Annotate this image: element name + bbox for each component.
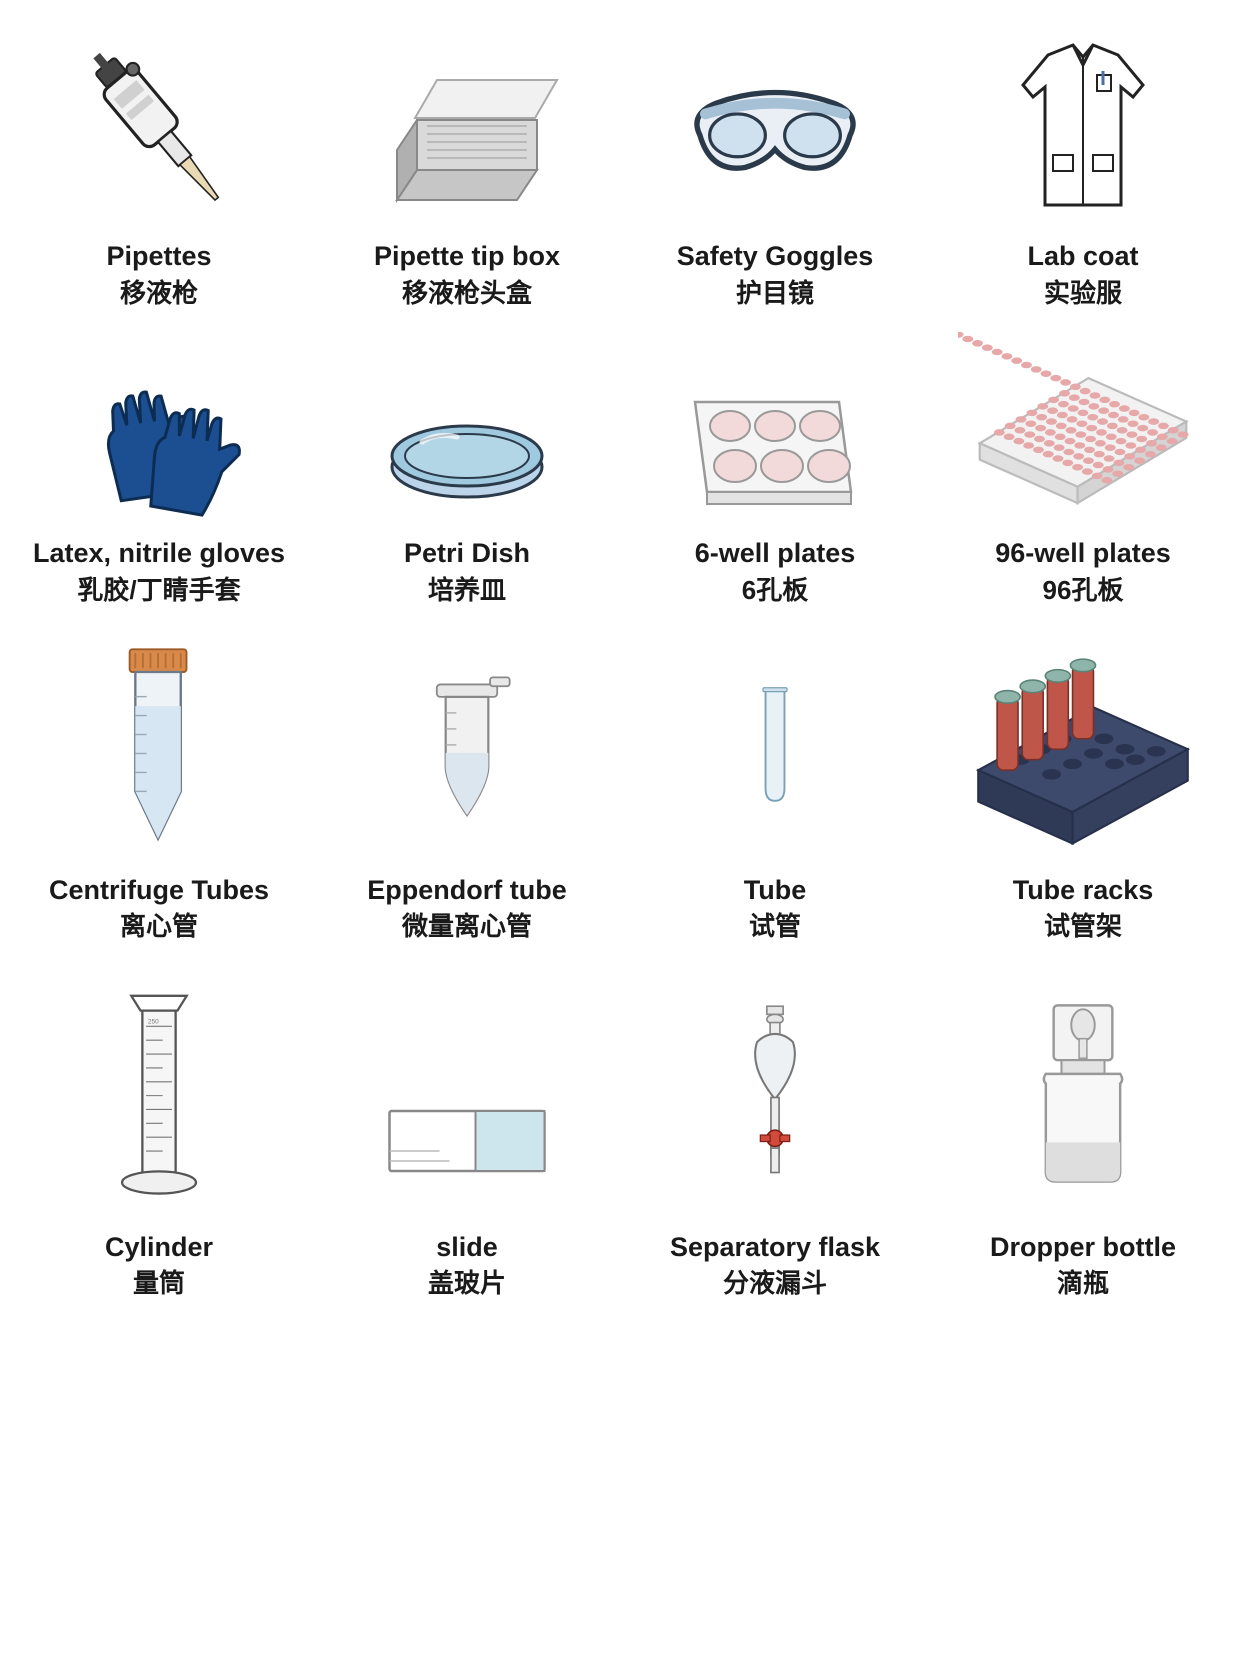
label-zh: 护目镜 — [736, 276, 814, 311]
centrifuge-tube-icon — [69, 624, 249, 864]
item-petri-dish: Petri Dish 培养皿 — [318, 367, 616, 608]
label-zh: 分液漏斗 — [723, 1266, 827, 1301]
item-ninetysix-well: 96-well plates 96孔板 — [934, 327, 1232, 608]
cylinder-icon — [74, 961, 244, 1221]
tip-box-icon — [367, 30, 567, 230]
label-zh: 滴瓶 — [1057, 1266, 1109, 1301]
label-zh: 试管架 — [1044, 909, 1122, 944]
item-pipette-tip-box: Pipette tip box 移液枪头盒 — [318, 30, 616, 311]
label-en: Tube racks — [1013, 874, 1154, 908]
label-zh: 量筒 — [133, 1266, 185, 1301]
item-gloves: Latex, nitrile gloves 乳胶/丁睛手套 — [10, 367, 308, 608]
item-centrifuge-tube: Centrifuge Tubes 离心管 — [10, 624, 308, 945]
label-zh: 96孔板 — [1043, 573, 1124, 608]
label-en: Tube — [744, 874, 807, 908]
label-en: Pipette tip box — [374, 240, 560, 274]
label-en: Cylinder — [105, 1231, 213, 1265]
label-zh: 移液枪 — [120, 276, 198, 311]
dropper-bottle-icon — [993, 961, 1173, 1221]
label-en: Dropper bottle — [990, 1231, 1176, 1265]
label-en: Safety Goggles — [677, 240, 874, 274]
label-zh: 实验服 — [1044, 276, 1122, 311]
test-tube-icon — [715, 624, 835, 864]
six-well-icon — [670, 357, 880, 527]
lab-equipment-grid: Pipettes 移液枪 Pipette tip box 移液枪头盒 Safet… — [10, 20, 1232, 1301]
slide-icon — [362, 1021, 572, 1221]
item-dropper-bottle: Dropper bottle 滴瓶 — [934, 961, 1232, 1302]
ninetysix-well-icon — [958, 327, 1208, 527]
item-safety-goggles: Safety Goggles 护目镜 — [626, 30, 924, 311]
label-en: Lab coat — [1027, 240, 1138, 274]
label-zh: 离心管 — [120, 909, 198, 944]
petri-dish-icon — [372, 367, 562, 527]
label-zh: 盖玻片 — [428, 1266, 506, 1301]
item-pipettes: Pipettes 移液枪 — [10, 30, 308, 311]
item-lab-coat: Lab coat 实验服 — [934, 20, 1232, 311]
label-zh: 移液枪头盒 — [402, 276, 532, 311]
sep-funnel-icon — [700, 961, 850, 1221]
label-zh: 培养皿 — [428, 573, 506, 608]
label-zh: 乳胶/丁睛手套 — [77, 573, 240, 608]
item-tube: Tube 试管 — [626, 624, 924, 945]
item-tube-racks: Tube racks 试管架 — [934, 624, 1232, 945]
label-en: Pipettes — [106, 240, 211, 274]
label-zh: 微量离心管 — [402, 909, 532, 944]
item-sep-flask: Separatory flask 分液漏斗 — [626, 961, 924, 1302]
label-en: 6-well plates — [695, 537, 856, 571]
goggles-icon — [675, 30, 875, 230]
label-en: slide — [436, 1231, 498, 1265]
label-en: Separatory flask — [670, 1231, 880, 1265]
label-zh: 试管 — [749, 909, 801, 944]
item-eppendorf: Eppendorf tube 微量离心管 — [318, 624, 616, 945]
label-en: Petri Dish — [404, 537, 530, 571]
lab-coat-icon — [993, 20, 1173, 230]
label-en: Eppendorf tube — [367, 874, 566, 908]
label-zh: 6孔板 — [742, 573, 808, 608]
tube-rack-icon — [953, 624, 1213, 864]
item-slide: slide 盖玻片 — [318, 1021, 616, 1302]
pipette-icon — [64, 30, 254, 230]
eppendorf-icon — [387, 624, 547, 864]
label-en: Latex, nitrile gloves — [33, 537, 285, 571]
item-six-well: 6-well plates 6孔板 — [626, 357, 924, 608]
label-en: 96-well plates — [995, 537, 1171, 571]
label-en: Centrifuge Tubes — [49, 874, 269, 908]
gloves-icon — [64, 367, 254, 527]
item-cylinder: Cylinder 量筒 — [10, 961, 308, 1302]
